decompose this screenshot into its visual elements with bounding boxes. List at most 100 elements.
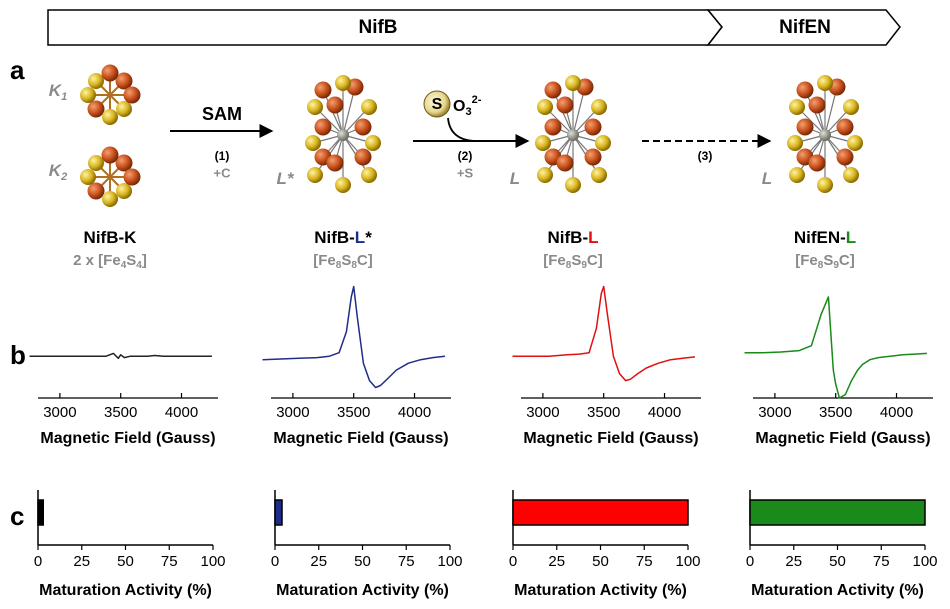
cluster-formula: 2 x [Fe4S4] <box>73 252 147 271</box>
atom <box>361 99 377 115</box>
atom <box>102 109 118 125</box>
x-tick-label: 75 <box>873 553 890 570</box>
spectrum-line <box>30 353 212 358</box>
atom <box>116 101 132 117</box>
formula-part: S <box>341 252 351 269</box>
stage-label: NifEN <box>779 17 831 38</box>
atom <box>565 75 581 91</box>
x-tick-label: 3500 <box>819 404 852 421</box>
x-tick-label: 3000 <box>526 404 559 421</box>
atom <box>595 135 611 151</box>
x-tick-label: 75 <box>161 553 178 570</box>
atom <box>315 119 332 136</box>
sulfite-part: 3 <box>465 106 471 118</box>
formula-part: [Fe <box>543 252 566 269</box>
x-tick-label: 0 <box>271 553 279 570</box>
x-tick-label: 3000 <box>43 404 76 421</box>
bar <box>275 500 282 525</box>
x-axis-title: Maturation Activity (%) <box>514 582 687 599</box>
site-label-part: 2 <box>60 171 67 183</box>
atom <box>88 183 105 200</box>
atom <box>337 129 349 141</box>
atom <box>307 99 323 115</box>
atom <box>88 101 105 118</box>
x-axis-title: Maturation Activity (%) <box>751 582 924 599</box>
x-tick-label: 3000 <box>276 404 309 421</box>
atom <box>809 155 826 172</box>
atom <box>361 167 377 183</box>
formula-part: S <box>126 252 136 269</box>
atom <box>819 129 831 141</box>
cluster-name: NifB-L <box>548 228 599 247</box>
cluster-name-part: L <box>846 228 856 247</box>
atom <box>80 87 96 103</box>
cluster-formula: [Fe8S8C] <box>313 252 372 271</box>
atom <box>557 155 574 172</box>
site-label: L <box>762 169 772 188</box>
atom <box>817 177 833 193</box>
x-tick-label: 3500 <box>337 404 370 421</box>
formula-part: S <box>571 252 581 269</box>
atom <box>809 97 826 114</box>
x-tick-label: 3500 <box>104 404 137 421</box>
atom <box>124 169 141 186</box>
sulfite-element: S <box>432 96 443 113</box>
atom <box>535 135 551 151</box>
x-tick-label: 50 <box>354 553 371 570</box>
atom <box>537 99 553 115</box>
cluster-name: NifEN-L <box>794 228 856 247</box>
atom <box>787 135 803 151</box>
x-tick-label: 0 <box>746 553 754 570</box>
formula-part: S <box>823 252 833 269</box>
atom <box>591 99 607 115</box>
sulfite-formula: O32- <box>453 94 482 118</box>
x-axis-title: Maturation Activity (%) <box>39 582 212 599</box>
x-axis-title: Magnetic Field (Gauss) <box>755 430 930 447</box>
step-number: (1) <box>215 149 230 163</box>
atom <box>116 183 132 199</box>
atom <box>837 119 854 136</box>
x-tick-label: 25 <box>548 553 565 570</box>
formula-part: [Fe <box>795 252 818 269</box>
site-label: L* <box>277 169 295 188</box>
atom <box>88 73 104 89</box>
formula-part: 2 x [Fe <box>73 252 121 269</box>
x-tick-label: 4000 <box>880 404 913 421</box>
atom <box>537 167 553 183</box>
cluster-name: NifB-K <box>84 228 138 247</box>
site-label: K1 <box>49 81 67 102</box>
step-number: (2) <box>458 149 473 163</box>
atom <box>80 169 96 185</box>
figure: NifB NifEN a b c SAM (1) +C S O32- (2) +… <box>0 0 950 604</box>
site-label: L <box>510 169 520 188</box>
atom <box>789 99 805 115</box>
x-tick-label: 25 <box>785 553 802 570</box>
reactant-curve <box>448 118 475 141</box>
panel-label: a <box>10 55 25 85</box>
atom <box>124 87 141 104</box>
atom <box>789 167 805 183</box>
x-tick-label: 100 <box>200 553 225 570</box>
x-tick-label: 0 <box>34 553 42 570</box>
bar <box>513 500 688 525</box>
atom <box>585 149 602 166</box>
formula-part: C] <box>839 252 855 269</box>
atom <box>545 119 562 136</box>
atom <box>88 155 104 171</box>
step-addition: +C <box>214 165 232 180</box>
bar <box>38 500 43 525</box>
atom <box>797 119 814 136</box>
site-label-part: L <box>762 169 772 188</box>
atom <box>567 129 579 141</box>
stage-label: NifB <box>358 17 397 38</box>
x-axis-title: Magnetic Field (Gauss) <box>523 430 698 447</box>
bar <box>750 500 925 525</box>
atom <box>102 147 119 164</box>
atom <box>327 155 344 172</box>
x-tick-label: 100 <box>675 553 700 570</box>
atom <box>335 177 351 193</box>
x-tick-label: 75 <box>398 553 415 570</box>
atom <box>557 97 574 114</box>
atom <box>545 82 562 99</box>
step-number: (3) <box>698 149 713 163</box>
